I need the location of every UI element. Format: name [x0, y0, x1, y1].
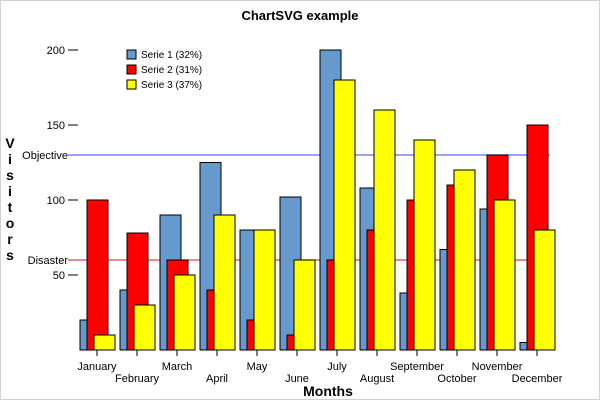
- x-tick-label-july: July: [327, 361, 347, 373]
- x-axis-label: Months: [303, 383, 353, 399]
- x-tick-label-december: December: [512, 373, 563, 385]
- x-tick-label-october: October: [437, 373, 476, 385]
- x-tick-label-january: January: [77, 361, 117, 373]
- x-tick-label-november: November: [472, 361, 523, 373]
- bar-3-september: [413, 139, 436, 351]
- bar-3-july: [333, 79, 356, 351]
- x-tick-label-august: August: [360, 373, 394, 385]
- y-axis-label-letter: i: [8, 151, 12, 167]
- bar-3-march: [173, 274, 196, 351]
- bar-3-april: [213, 214, 236, 351]
- legend-label-3: Serie 3 (37%): [141, 80, 202, 91]
- y-tick-label-50: 50: [53, 270, 65, 282]
- y-axis-label-letter: t: [8, 199, 13, 215]
- bar-3-december: [533, 229, 556, 351]
- bar-2-january: [86, 199, 109, 351]
- bar-3-october: [453, 169, 476, 351]
- y-tick-label-200: 200: [47, 45, 65, 57]
- y-axis-label-letter: V: [5, 135, 15, 151]
- x-tick-label-february: February: [115, 373, 160, 385]
- y-axis: 50 100 150 200: [47, 45, 78, 282]
- y-tick-label-100: 100: [47, 195, 65, 207]
- bar-3-november: [493, 199, 516, 351]
- reference-label-disaster: Disaster: [28, 255, 69, 267]
- legend-label-1: Serie 1 (32%): [141, 50, 202, 61]
- bar-3-may: [253, 229, 276, 351]
- legend-swatch-1: [126, 49, 137, 60]
- bar-3-june: [293, 259, 316, 351]
- x-tick-label-march: March: [162, 361, 193, 373]
- bar-3-august: [373, 109, 396, 351]
- y-axis-label-letter: i: [8, 183, 12, 199]
- chart-title: ChartSVG example: [241, 8, 358, 23]
- x-tick-label-september: September: [390, 361, 444, 373]
- bar-3-february: [133, 304, 156, 351]
- legend: Serie 1 (32%) Serie 2 (31%) Serie 3 (37%): [126, 49, 202, 91]
- bars-group: [79, 49, 556, 351]
- x-tick-label-june: June: [285, 373, 309, 385]
- x-tick-label-may: May: [247, 361, 268, 373]
- y-axis-label-letter: o: [6, 215, 15, 231]
- y-tick-label-150: 150: [47, 120, 65, 132]
- legend-swatch-2: [126, 64, 137, 75]
- y-axis-label-letter: s: [6, 247, 14, 263]
- y-axis-label-letter: s: [6, 167, 14, 183]
- legend-swatch-3: [126, 79, 137, 90]
- legend-label-2: Serie 2 (31%): [141, 65, 202, 76]
- x-tick-label-april: April: [206, 373, 228, 385]
- y-axis-label-letter: r: [7, 231, 13, 247]
- reference-label-objective: Objective: [22, 150, 68, 162]
- bar-3-january: [93, 334, 116, 351]
